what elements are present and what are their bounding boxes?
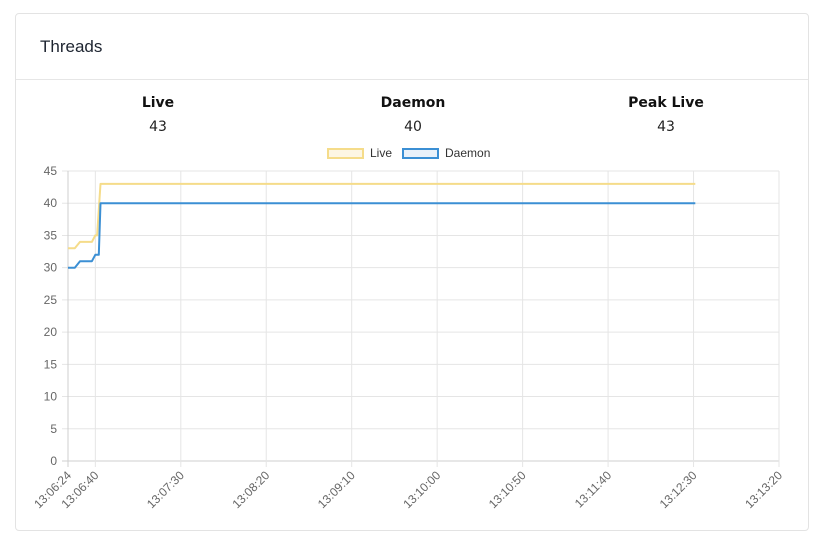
x-tick-label: 13:11:40 — [572, 468, 615, 511]
card-title: Threads — [40, 37, 103, 56]
legend-swatch-live — [327, 147, 364, 159]
card-header: Threads — [16, 14, 808, 80]
stat-daemon-label: Daemon — [380, 95, 446, 111]
legend-swatch-daemon — [402, 147, 440, 159]
legend-item-daemon[interactable]: Daemon — [402, 146, 490, 160]
x-tick-label: 13:08:20 — [229, 468, 272, 511]
stat-daemon-value: 40 — [404, 119, 422, 135]
y-tick-label: 40 — [44, 196, 58, 210]
y-tick-label: 30 — [44, 261, 58, 275]
legend-label-live: Live — [370, 146, 393, 160]
x-tick-label: 13:09:10 — [315, 468, 358, 511]
threads-card: Threads — [15, 13, 809, 531]
stat-live: Live 43 — [68, 95, 248, 135]
stat-daemon: Daemon 40 — [323, 95, 503, 135]
chart-legend: Live Daemon — [327, 146, 500, 160]
y-tick-label: 25 — [44, 293, 58, 307]
stat-live-value: 43 — [149, 119, 167, 135]
stat-peak-live: Peak Live 43 — [576, 95, 756, 135]
y-tick-label: 5 — [50, 422, 57, 436]
y-tick-label: 10 — [44, 390, 58, 404]
y-tick-label: 35 — [44, 228, 58, 242]
legend-label-daemon: Daemon — [445, 146, 491, 160]
legend-item-live[interactable]: Live — [327, 146, 392, 160]
x-tick-label: 13:12:30 — [657, 468, 700, 511]
stat-peak-live-label: Peak Live — [628, 95, 704, 111]
x-tick-label: 13:10:00 — [400, 468, 443, 511]
x-tick-label: 13:10:50 — [486, 468, 529, 511]
y-tick-label: 20 — [44, 325, 58, 339]
stat-peak-live-value: 43 — [657, 119, 675, 135]
stat-live-label: Live — [141, 95, 175, 111]
y-tick-label: 0 — [50, 454, 57, 468]
series-line-live — [68, 182, 696, 250]
x-tick-label: 13:13:20 — [742, 468, 785, 511]
series-line-daemon — [68, 202, 696, 269]
y-tick-label: 45 — [44, 164, 58, 178]
x-tick-label: 13:07:30 — [144, 468, 187, 511]
y-tick-label: 15 — [44, 357, 58, 371]
